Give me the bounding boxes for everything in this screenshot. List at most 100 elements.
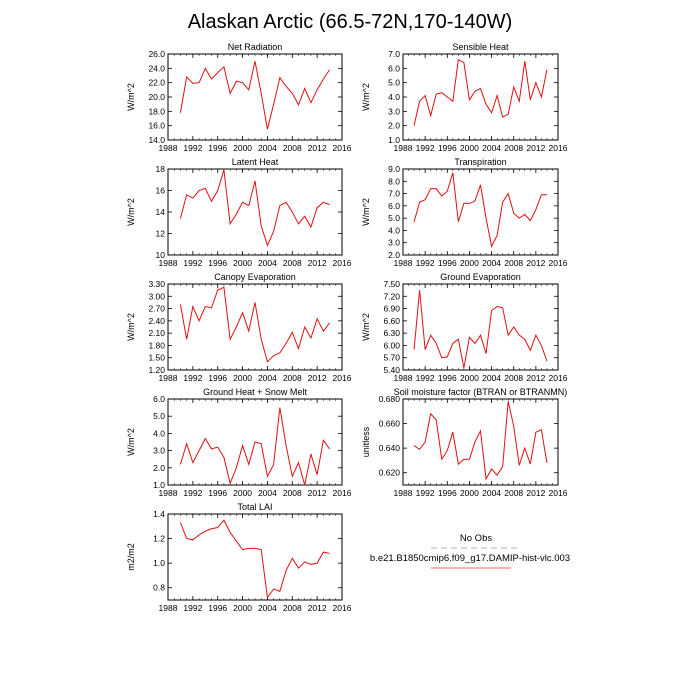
x-tick-label: 2016 bbox=[333, 258, 352, 268]
y-tick-label: 3.0 bbox=[388, 238, 400, 248]
y-tick-label: 4.0 bbox=[388, 92, 400, 102]
y-tick-label: 6.30 bbox=[383, 328, 400, 338]
y-tick-label: 7.0 bbox=[388, 49, 400, 59]
y-axis-label: W/m^2 bbox=[361, 313, 371, 341]
x-tick-label: 2012 bbox=[308, 258, 327, 268]
panel-title: Ground Heat + Snow Melt bbox=[203, 387, 307, 397]
x-tick-label: 2008 bbox=[283, 488, 302, 498]
y-tick-label: 6.60 bbox=[383, 316, 400, 326]
x-tick-label: 1996 bbox=[438, 488, 457, 498]
x-tick-label: 1992 bbox=[416, 373, 435, 383]
x-tick-label: 2008 bbox=[504, 258, 523, 268]
y-tick-label: 10 bbox=[156, 250, 166, 260]
y-tick-label: 5.0 bbox=[388, 213, 400, 223]
x-tick-label: 2012 bbox=[526, 373, 545, 383]
y-tick-label: 1.0 bbox=[153, 480, 165, 490]
y-tick-label: 24.0 bbox=[148, 63, 165, 73]
series-line bbox=[179, 61, 330, 130]
y-tick-label: 2.40 bbox=[148, 316, 165, 326]
y-tick-label: 1.0 bbox=[153, 558, 165, 568]
x-tick-label: 2000 bbox=[460, 258, 479, 268]
y-tick-label: 7.0 bbox=[388, 189, 400, 199]
x-tick-label: 2004 bbox=[258, 143, 277, 153]
panel-frame bbox=[402, 283, 559, 371]
y-tick-label: 9.0 bbox=[388, 164, 400, 174]
panel-title: Net Radiation bbox=[228, 42, 283, 52]
x-tick-label: 2008 bbox=[504, 373, 523, 383]
x-tick-label: 1992 bbox=[183, 143, 202, 153]
panel-title: Latent Heat bbox=[232, 157, 279, 167]
x-tick-label: 1992 bbox=[183, 603, 202, 613]
x-tick-label: 1992 bbox=[416, 258, 435, 268]
x-tick-label: 2004 bbox=[258, 488, 277, 498]
panel-4: Canopy Evaporation 1988 1992 1996 2000 2004 20… bbox=[126, 272, 352, 383]
series-line bbox=[179, 286, 330, 363]
y-axis-label: unitless bbox=[361, 426, 371, 457]
panel-0: Net Radiation 1988 1992 1996 2000 2004 2008 201… bbox=[126, 42, 352, 153]
y-tick-label: 6.0 bbox=[388, 63, 400, 73]
y-tick-label: 6.0 bbox=[388, 201, 400, 211]
y-tick-label: 1.50 bbox=[148, 353, 165, 363]
x-tick-label: 2016 bbox=[549, 373, 568, 383]
y-tick-label: 6.00 bbox=[383, 340, 400, 350]
y-tick-label: 2.0 bbox=[388, 121, 400, 131]
y-tick-label: 12 bbox=[156, 229, 166, 239]
x-tick-label: 2016 bbox=[333, 603, 352, 613]
x-tick-label: 1988 bbox=[394, 373, 413, 383]
x-tick-label: 2000 bbox=[233, 488, 252, 498]
y-tick-label: 4.0 bbox=[388, 225, 400, 235]
y-tick-label: 1.20 bbox=[148, 365, 165, 375]
panel-7: Soil moisture factor (BTRAN or BTRANMN) 1… bbox=[361, 387, 568, 498]
x-tick-label: 2008 bbox=[504, 488, 523, 498]
panel-title: Total LAI bbox=[237, 502, 272, 512]
panel-title: Soil moisture factor (BTRAN or BTRANMN) bbox=[394, 387, 568, 397]
x-tick-label: 1996 bbox=[438, 373, 457, 383]
legend-label-model-run: b.e21.B1850cmip6.f09_g17.DAMIP-hist-vlc.… bbox=[370, 553, 570, 564]
y-tick-label: 0.680 bbox=[379, 394, 401, 404]
y-tick-label: 3.30 bbox=[148, 279, 165, 289]
y-tick-label: 16.0 bbox=[148, 121, 165, 131]
y-axis-label: m2/m2 bbox=[126, 543, 136, 571]
series-line bbox=[413, 172, 547, 248]
x-tick-label: 2004 bbox=[482, 258, 501, 268]
x-tick-label: 1988 bbox=[159, 143, 178, 153]
y-tick-label: 18.0 bbox=[148, 106, 165, 116]
y-tick-label: 20.0 bbox=[148, 92, 165, 102]
y-tick-label: 7.50 bbox=[383, 279, 400, 289]
x-tick-label: 1996 bbox=[438, 258, 457, 268]
x-tick-label: 2004 bbox=[258, 603, 277, 613]
y-axis-label: W/m^2 bbox=[361, 83, 371, 111]
x-tick-label: 1992 bbox=[416, 143, 435, 153]
y-tick-label: 22.0 bbox=[148, 78, 165, 88]
figure-title: Alaskan Arctic (66.5-72N,170-140W) bbox=[188, 11, 513, 33]
x-tick-label: 2016 bbox=[333, 143, 352, 153]
legend-label-no-obs: No Obs bbox=[460, 533, 492, 544]
x-tick-label: 2000 bbox=[460, 488, 479, 498]
x-tick-label: 2004 bbox=[482, 488, 501, 498]
x-tick-label: 2012 bbox=[308, 603, 327, 613]
x-tick-label: 2016 bbox=[333, 373, 352, 383]
x-tick-label: 2008 bbox=[504, 143, 523, 153]
y-tick-label: 0.8 bbox=[153, 583, 165, 593]
panel-frame bbox=[167, 513, 343, 601]
y-tick-label: 5.0 bbox=[388, 78, 400, 88]
y-tick-label: 5.0 bbox=[153, 411, 165, 421]
y-axis-label: W/m^2 bbox=[361, 198, 371, 226]
panel-title: Transpiration bbox=[454, 157, 506, 167]
y-axis-label: W/m^2 bbox=[126, 198, 136, 226]
panel-6: Ground Heat + Snow Melt 1988 1992 1996 2000 2… bbox=[126, 387, 352, 498]
y-axis-label: W/m^2 bbox=[126, 83, 136, 111]
y-tick-label: 0.620 bbox=[379, 468, 401, 478]
y-tick-label: 5.40 bbox=[383, 365, 400, 375]
y-tick-label: 3.00 bbox=[148, 291, 165, 301]
x-tick-label: 2016 bbox=[549, 488, 568, 498]
y-tick-label: 0.640 bbox=[379, 443, 401, 453]
x-tick-label: 2004 bbox=[258, 258, 277, 268]
x-tick-label: 2008 bbox=[283, 603, 302, 613]
y-tick-label: 5.70 bbox=[383, 353, 400, 363]
y-tick-label: 16 bbox=[156, 186, 166, 196]
